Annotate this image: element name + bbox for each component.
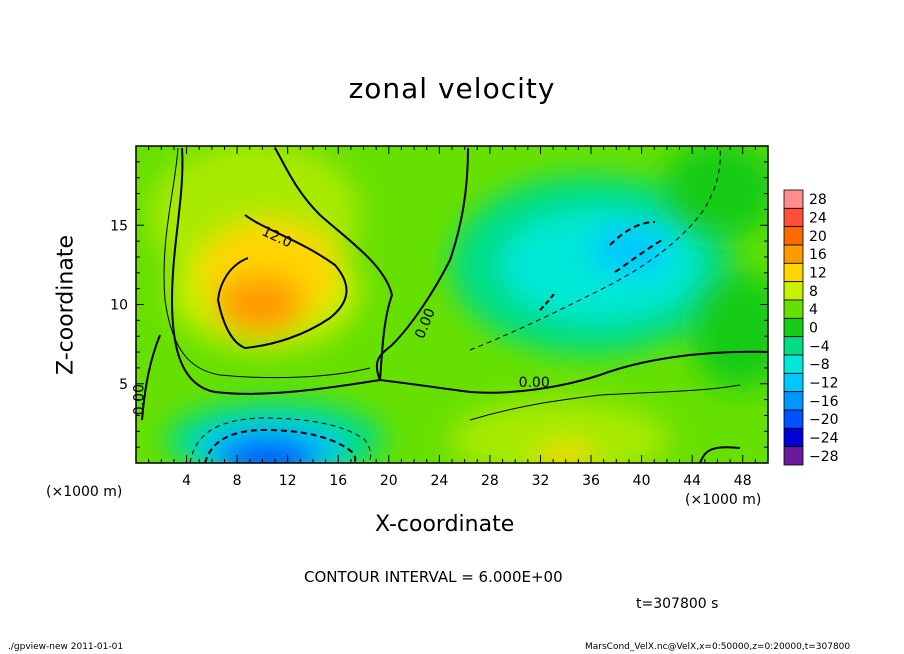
contour-neg-bottom-inner <box>204 428 357 463</box>
colorbar-swatch <box>783 409 804 429</box>
field-blob <box>450 400 670 463</box>
colorbar-swatch <box>783 317 804 338</box>
contour-twelve-lower-right <box>699 446 741 463</box>
x-axis-label: X-coordinate <box>375 512 515 537</box>
colorbar-label: −28 <box>809 449 839 465</box>
colorbar-swatch <box>783 391 804 411</box>
field-blob <box>218 438 318 463</box>
contour-pos-six-lower <box>469 384 741 421</box>
contour-interval-text: CONTOUR INTERVAL = 6.000E+00 <box>304 568 563 586</box>
x-tick-label: 16 <box>329 473 347 489</box>
colorbar: 28 24 20 16 12 8 4 0 −4 −8 −12 −16 −20 −24 −28 <box>783 189 839 466</box>
colorbar-label: −12 <box>809 376 839 392</box>
chart-title: zonal velocity <box>348 72 556 105</box>
footer-data-source: MarsCond_VelX.nc@VelX,x=0:50000,z=0:2000… <box>585 642 851 652</box>
colorbar-label: 8 <box>809 284 818 300</box>
colorbar-swatch <box>783 446 804 466</box>
contour-zero-upper-left <box>170 147 394 395</box>
colorbar-label: −8 <box>809 357 830 373</box>
field-blob <box>535 446 595 463</box>
colorbar-label: −24 <box>809 431 839 447</box>
contour-twelve <box>216 214 348 350</box>
y-tick-label: 5 <box>119 377 128 393</box>
contour-zero-left <box>141 334 161 421</box>
x-tick-label: 20 <box>380 473 398 489</box>
contour-neg-six <box>469 147 721 351</box>
colorbar-label: 16 <box>809 247 827 263</box>
contour-neg-twelve-upper <box>609 221 663 273</box>
colorbar-label: 24 <box>809 211 827 227</box>
time-label: t=307800 s <box>636 596 719 612</box>
x-tick-label: 8 <box>233 473 242 489</box>
colorbar-label: 4 <box>809 302 818 318</box>
colorbar-label: −20 <box>809 412 839 428</box>
colorbar-label: 12 <box>809 266 827 282</box>
footer-program-date: ./gpview-new 2011-01-01 <box>8 642 124 652</box>
colorbar-swatch <box>783 189 804 209</box>
x-tick-label: 32 <box>532 473 550 489</box>
colorbar-label: 28 <box>809 192 827 208</box>
contour-label: 0.00 <box>519 375 550 391</box>
contour-neg-bottom-outer <box>189 417 372 463</box>
x-tick-label: 24 <box>430 473 448 489</box>
x-tick-label: 44 <box>683 473 701 489</box>
colorbar-swatch <box>783 244 804 264</box>
contour-label: 0.00 <box>132 384 148 415</box>
colorbar-swatch <box>783 262 804 283</box>
y-axis: 5 10 15 <box>110 161 768 448</box>
contour-neg-twelve-small <box>539 291 557 311</box>
contour-lines <box>141 147 768 463</box>
x-unit-label-left: (×1000 m) <box>46 484 123 500</box>
x-unit-label-right: (×1000 m) <box>685 492 762 508</box>
field-blob <box>690 270 768 390</box>
contour-zero-lower <box>379 350 768 394</box>
x-tick-label: 28 <box>481 473 499 489</box>
colorbar-swatch <box>783 372 804 393</box>
colorbar-swatch <box>783 336 804 356</box>
x-tick-label: 36 <box>582 473 600 489</box>
colorbar-label: 0 <box>809 321 818 337</box>
x-axis: 4 8 12 16 20 24 28 32 36 40 44 48 <box>148 146 756 489</box>
x-tick-label: 12 <box>279 473 297 489</box>
colorbar-swatch <box>783 427 804 448</box>
contour-pos-six-outer <box>163 147 371 379</box>
colorbar-label: −16 <box>809 394 839 410</box>
field-blob <box>215 275 305 335</box>
colorbar-swatch <box>783 299 804 319</box>
x-tick-label: 40 <box>633 473 651 489</box>
colorbar-swatch <box>783 281 804 301</box>
x-tick-label: 4 <box>182 473 191 489</box>
colorbar-swatch <box>783 207 804 228</box>
field-blob <box>590 225 670 275</box>
field-blob <box>660 146 768 240</box>
contour-zero-center <box>375 147 469 381</box>
y-tick-label: 10 <box>110 298 128 314</box>
colorbar-swatch <box>783 226 804 246</box>
x-tick-label: 48 <box>734 473 752 489</box>
y-tick-label: 15 <box>110 218 128 234</box>
colorbar-label: 20 <box>809 229 827 245</box>
colorbar-swatch <box>783 354 804 374</box>
field-blobs <box>150 146 768 463</box>
velocity-field <box>136 146 768 463</box>
colorbar-label: −4 <box>809 339 830 355</box>
